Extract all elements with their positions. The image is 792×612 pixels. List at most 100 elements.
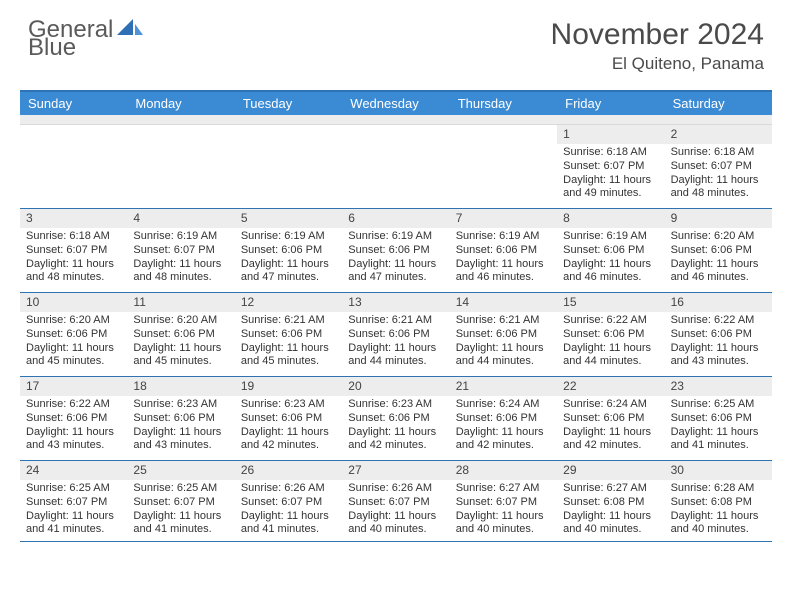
day-cell: 9 Sunrise: 6:20 AMSunset: 6:06 PMDaylight… (665, 209, 772, 292)
day-body: Sunrise: 6:21 AMSunset: 6:06 PMDaylight:… (450, 312, 557, 373)
sunset-text: Sunset: 6:06 PM (563, 328, 658, 342)
sunrise-text: Sunrise: 6:20 AM (133, 314, 228, 328)
daylight-text: Daylight: 11 hours and 41 minutes. (671, 426, 766, 454)
day-number: 21 (450, 377, 557, 396)
day-body: Sunrise: 6:18 AMSunset: 6:07 PMDaylight:… (665, 144, 772, 205)
sunset-text: Sunset: 6:06 PM (348, 412, 443, 426)
day-label: Wednesday (342, 92, 449, 115)
sunrise-text: Sunrise: 6:25 AM (133, 482, 228, 496)
daylight-text: Daylight: 11 hours and 48 minutes. (26, 258, 121, 286)
day-cell: 13Sunrise: 6:21 AMSunset: 6:06 PMDayligh… (342, 293, 449, 376)
day-cell (20, 125, 127, 208)
day-cell: 21Sunrise: 6:24 AMSunset: 6:06 PMDayligh… (450, 377, 557, 460)
sunrise-text: Sunrise: 6:18 AM (671, 146, 766, 160)
day-cell: 19 Sunrise: 6:23 AMSunset: 6:06 PMDayligh… (235, 377, 342, 460)
day-body: Sunrise: 6:22 AMSunset: 6:06 PMDaylight:… (20, 396, 127, 457)
sunrise-text: Sunrise: 6:22 AM (671, 314, 766, 328)
day-number: 23 (665, 377, 772, 396)
day-number: 13 (342, 293, 449, 312)
sunrise-text: Sunrise: 6:19 AM (241, 230, 336, 244)
day-number: 30 (665, 461, 772, 480)
sunrise-text: Sunrise: 6:25 AM (26, 482, 121, 496)
daylight-text: Daylight: 11 hours and 46 minutes. (671, 258, 766, 286)
day-cell: 25Sunrise: 6:25 AMSunset: 6:07 PMDayligh… (127, 461, 234, 541)
daylight-text: Daylight: 11 hours and 41 minutes. (241, 510, 336, 538)
day-number: 24 (20, 461, 127, 480)
title-block: November 2024 El Quiteno, Panama (551, 18, 764, 74)
day-cell (450, 125, 557, 208)
daylight-text: Daylight: 11 hours and 47 minutes. (241, 258, 336, 286)
day-body: Sunrise: 6:23 AMSunset: 6:06 PMDaylight:… (127, 396, 234, 457)
day-cell: 2Sunrise: 6:18 AMSunset: 6:07 PMDaylight… (665, 125, 772, 208)
day-number: 20 (342, 377, 449, 396)
day-body: Sunrise: 6:23 AMSunset: 6:06 PMDaylight:… (342, 396, 449, 457)
day-number: 10 (20, 293, 127, 312)
sunrise-text: Sunrise: 6:19 AM (348, 230, 443, 244)
daylight-text: Daylight: 11 hours and 42 minutes. (348, 426, 443, 454)
day-number: 29 (557, 461, 664, 480)
day-number: 11 (127, 293, 234, 312)
sunrise-text: Sunrise: 6:25 AM (671, 398, 766, 412)
sunset-text: Sunset: 6:06 PM (133, 328, 228, 342)
sunrise-text: Sunrise: 6:23 AM (241, 398, 336, 412)
day-number: 2 (665, 125, 772, 144)
day-body: Sunrise: 6:28 AMSunset: 6:08 PMDaylight:… (665, 480, 772, 541)
day-body: Sunrise: 6:26 AMSunset: 6:07 PMDaylight:… (235, 480, 342, 541)
sunset-text: Sunset: 6:06 PM (671, 328, 766, 342)
day-label: Tuesday (235, 92, 342, 115)
day-number: 26 (235, 461, 342, 480)
calendar: Sunday Monday Tuesday Wednesday Thursday… (20, 90, 772, 542)
daylight-text: Daylight: 11 hours and 43 minutes. (26, 426, 121, 454)
day-number: 3 (20, 209, 127, 228)
sunrise-text: Sunrise: 6:21 AM (456, 314, 551, 328)
daylight-text: Daylight: 11 hours and 40 minutes. (563, 510, 658, 538)
day-body: Sunrise: 6:24 AMSunset: 6:06 PMDaylight:… (450, 396, 557, 457)
day-body: Sunrise: 6:21 AMSunset: 6:06 PMDaylight:… (235, 312, 342, 373)
sunset-text: Sunset: 6:06 PM (348, 328, 443, 342)
week-row: 24Sunrise: 6:25 AMSunset: 6:07 PMDayligh… (20, 461, 772, 542)
day-number: 14 (450, 293, 557, 312)
day-label: Friday (557, 92, 664, 115)
day-cell: 11Sunrise: 6:20 AMSunset: 6:06 PMDayligh… (127, 293, 234, 376)
day-body: Sunrise: 6:19 AMSunset: 6:06 PMDaylight:… (342, 228, 449, 289)
day-cell: 20Sunrise: 6:23 AMSunset: 6:06 PMDayligh… (342, 377, 449, 460)
day-body: Sunrise: 6:21 AMSunset: 6:06 PMDaylight:… (342, 312, 449, 373)
day-number: 12 (235, 293, 342, 312)
sunset-text: Sunset: 6:06 PM (348, 244, 443, 258)
day-number: 5 (235, 209, 342, 228)
sunset-text: Sunset: 6:06 PM (456, 412, 551, 426)
daylight-text: Daylight: 11 hours and 49 minutes. (563, 174, 658, 202)
day-cell: 10Sunrise: 6:20 AMSunset: 6:06 PMDayligh… (20, 293, 127, 376)
daylight-text: Daylight: 11 hours and 48 minutes. (671, 174, 766, 202)
sunrise-text: Sunrise: 6:21 AM (348, 314, 443, 328)
sunset-text: Sunset: 6:06 PM (26, 412, 121, 426)
daylight-text: Daylight: 11 hours and 44 minutes. (563, 342, 658, 370)
day-header-row: Sunday Monday Tuesday Wednesday Thursday… (20, 92, 772, 115)
day-cell: 4Sunrise: 6:19 AMSunset: 6:07 PMDaylight… (127, 209, 234, 292)
sunrise-text: Sunrise: 6:26 AM (348, 482, 443, 496)
daylight-text: Daylight: 11 hours and 42 minutes. (456, 426, 551, 454)
day-number: 15 (557, 293, 664, 312)
sunrise-text: Sunrise: 6:20 AM (671, 230, 766, 244)
daylight-text: Daylight: 11 hours and 40 minutes. (456, 510, 551, 538)
day-body: Sunrise: 6:18 AMSunset: 6:07 PMDaylight:… (557, 144, 664, 205)
day-number: 25 (127, 461, 234, 480)
sunset-text: Sunset: 6:06 PM (671, 244, 766, 258)
day-cell: 12Sunrise: 6:21 AMSunset: 6:06 PMDayligh… (235, 293, 342, 376)
day-label: Monday (127, 92, 234, 115)
day-cell: 5Sunrise: 6:19 AMSunset: 6:06 PMDaylight… (235, 209, 342, 292)
day-number: 9 (665, 209, 772, 228)
day-label: Sunday (20, 92, 127, 115)
sunset-text: Sunset: 6:06 PM (456, 244, 551, 258)
sunset-text: Sunset: 6:06 PM (241, 412, 336, 426)
daylight-text: Daylight: 11 hours and 46 minutes. (563, 258, 658, 286)
sunrise-text: Sunrise: 6:19 AM (563, 230, 658, 244)
daylight-text: Daylight: 11 hours and 42 minutes. (241, 426, 336, 454)
week-row: 3Sunrise: 6:18 AMSunset: 6:07 PMDaylight… (20, 209, 772, 293)
sunset-text: Sunset: 6:07 PM (26, 496, 121, 510)
sunset-text: Sunset: 6:06 PM (241, 328, 336, 342)
day-cell: 30Sunrise: 6:28 AMSunset: 6:08 PMDayligh… (665, 461, 772, 541)
day-number: 27 (342, 461, 449, 480)
sunset-text: Sunset: 6:08 PM (563, 496, 658, 510)
day-number: 19 (235, 377, 342, 396)
